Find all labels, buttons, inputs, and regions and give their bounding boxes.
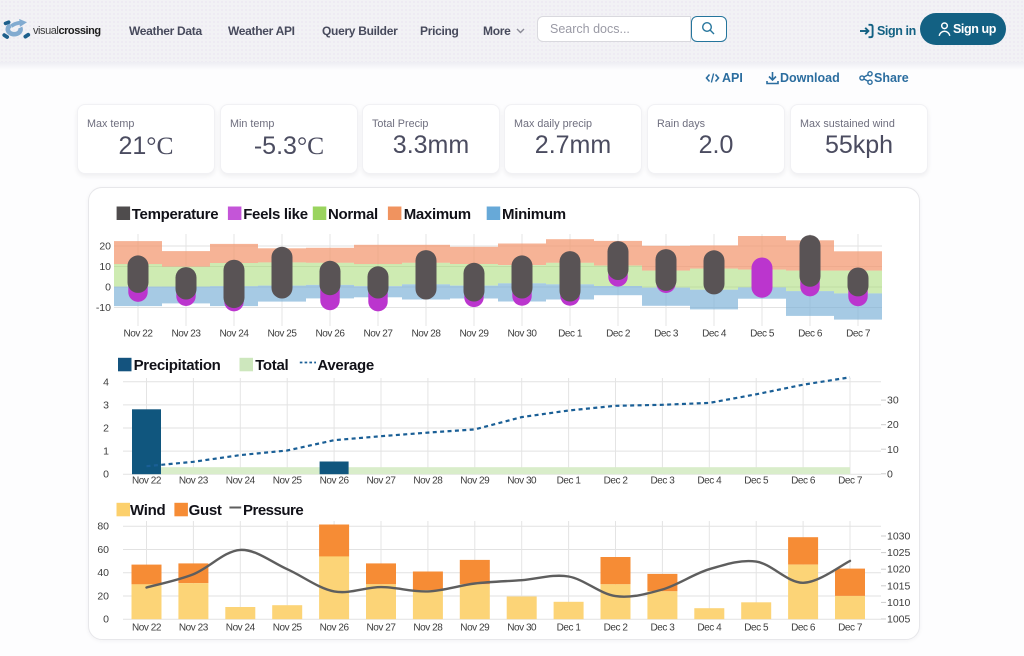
- svg-text:Nov 22: Nov 22: [132, 476, 162, 487]
- svg-text:1005: 1005: [887, 614, 911, 626]
- svg-text:Maximum: Maximum: [404, 206, 471, 223]
- svg-text:Nov 25: Nov 25: [268, 329, 298, 340]
- svg-text:40: 40: [97, 567, 109, 579]
- svg-text:Dec 2: Dec 2: [604, 476, 629, 487]
- svg-text:Nov 28: Nov 28: [412, 329, 442, 340]
- svg-text:Feels like: Feels like: [243, 206, 308, 223]
- svg-text:Nov 28: Nov 28: [413, 623, 443, 634]
- svg-text:Normal: Normal: [328, 206, 378, 223]
- svg-text:-10: -10: [96, 302, 111, 314]
- svg-text:Dec 4: Dec 4: [697, 623, 722, 634]
- svg-text:Dec 4: Dec 4: [702, 329, 727, 340]
- svg-text:0: 0: [103, 469, 109, 481]
- svg-text:10: 10: [99, 261, 111, 273]
- svg-text:Minimum: Minimum: [502, 206, 566, 223]
- svg-text:Gust: Gust: [189, 502, 222, 519]
- svg-text:Dec 3: Dec 3: [650, 476, 675, 487]
- svg-text:2: 2: [103, 423, 109, 435]
- svg-text:Dec 5: Dec 5: [744, 623, 769, 634]
- svg-text:Nov 30: Nov 30: [508, 329, 538, 340]
- svg-text:Dec 7: Dec 7: [838, 623, 863, 634]
- svg-text:Nov 23: Nov 23: [179, 623, 209, 634]
- svg-text:0: 0: [103, 614, 109, 626]
- svg-text:Dec 1: Dec 1: [557, 623, 582, 634]
- svg-text:Nov 24: Nov 24: [226, 476, 256, 487]
- svg-text:30: 30: [887, 395, 899, 407]
- svg-text:Dec 3: Dec 3: [650, 623, 675, 634]
- svg-text:20: 20: [887, 419, 899, 431]
- svg-text:Nov 22: Nov 22: [132, 623, 162, 634]
- svg-text:Dec 6: Dec 6: [791, 623, 816, 634]
- svg-text:Nov 24: Nov 24: [226, 623, 256, 634]
- svg-text:Nov 25: Nov 25: [273, 476, 303, 487]
- svg-text:Dec 7: Dec 7: [838, 476, 863, 487]
- svg-text:Nov 23: Nov 23: [179, 476, 209, 487]
- svg-text:Dec 7: Dec 7: [846, 329, 871, 340]
- svg-text:Dec 1: Dec 1: [557, 476, 582, 487]
- svg-text:20: 20: [99, 241, 111, 253]
- svg-text:1025: 1025: [887, 547, 911, 559]
- svg-text:10: 10: [887, 444, 899, 456]
- svg-text:1015: 1015: [887, 580, 911, 592]
- svg-text:1020: 1020: [887, 564, 911, 576]
- svg-text:Nov 27: Nov 27: [367, 476, 397, 487]
- svg-text:0: 0: [887, 468, 893, 480]
- svg-text:Dec 2: Dec 2: [604, 623, 629, 634]
- svg-text:0: 0: [105, 282, 111, 294]
- svg-text:80: 80: [97, 521, 109, 533]
- svg-text:Nov 26: Nov 26: [320, 623, 350, 634]
- svg-text:Dec 6: Dec 6: [791, 476, 816, 487]
- svg-text:Nov 23: Nov 23: [172, 329, 202, 340]
- svg-text:20: 20: [97, 591, 109, 603]
- svg-text:Nov 25: Nov 25: [273, 623, 303, 634]
- svg-text:Nov 28: Nov 28: [413, 476, 443, 487]
- svg-text:Nov 29: Nov 29: [460, 623, 490, 634]
- svg-text:Nov 24: Nov 24: [220, 329, 250, 340]
- svg-text:Nov 30: Nov 30: [507, 476, 537, 487]
- svg-text:Nov 26: Nov 26: [316, 329, 346, 340]
- svg-text:1010: 1010: [887, 597, 911, 609]
- svg-text:Nov 29: Nov 29: [460, 476, 490, 487]
- svg-text:Dec 6: Dec 6: [798, 329, 823, 340]
- svg-text:Nov 22: Nov 22: [124, 329, 154, 340]
- svg-text:Nov 27: Nov 27: [364, 329, 394, 340]
- svg-text:Nov 30: Nov 30: [507, 623, 537, 634]
- svg-text:Dec 3: Dec 3: [654, 329, 679, 340]
- svg-text:1030: 1030: [887, 531, 911, 543]
- svg-text:Total: Total: [255, 357, 288, 374]
- svg-text:Dec 1: Dec 1: [558, 329, 583, 340]
- svg-text:4: 4: [103, 376, 109, 388]
- svg-text:Dec 5: Dec 5: [744, 476, 769, 487]
- svg-text:Average: Average: [317, 357, 374, 374]
- svg-text:1: 1: [103, 446, 109, 458]
- svg-text:Wind: Wind: [130, 502, 165, 519]
- svg-text:3: 3: [103, 399, 109, 411]
- svg-text:Nov 29: Nov 29: [460, 329, 490, 340]
- svg-text:Dec 5: Dec 5: [750, 329, 775, 340]
- svg-text:Pressure: Pressure: [243, 502, 303, 519]
- svg-text:60: 60: [97, 544, 109, 556]
- svg-text:Dec 2: Dec 2: [606, 329, 631, 340]
- svg-text:Nov 26: Nov 26: [320, 476, 350, 487]
- svg-text:Dec 4: Dec 4: [697, 476, 722, 487]
- svg-text:Nov 27: Nov 27: [367, 623, 397, 634]
- svg-text:Precipitation: Precipitation: [134, 357, 221, 374]
- svg-text:Temperature: Temperature: [132, 206, 218, 223]
